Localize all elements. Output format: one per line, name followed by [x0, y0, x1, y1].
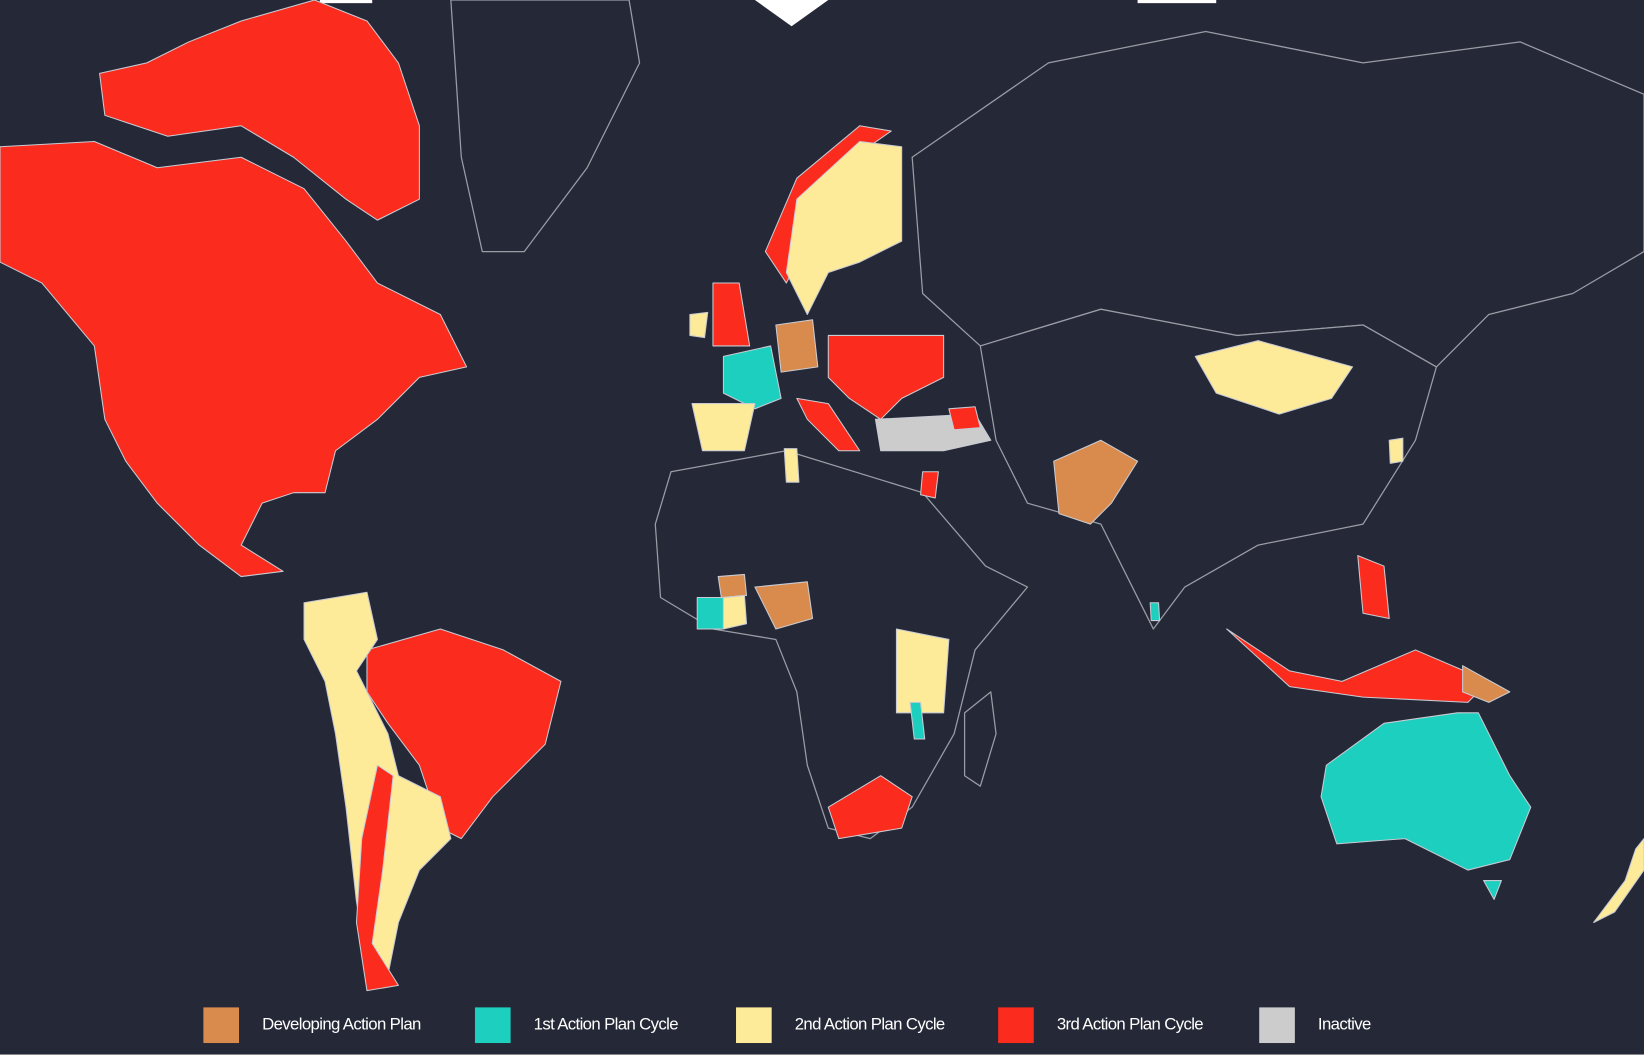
- top-tab: [319, 0, 373, 4]
- legend-swatch: [474, 1007, 511, 1044]
- legend-label: 3rd Action Plan Cycle: [1057, 1015, 1203, 1034]
- legend-swatch: [736, 1007, 772, 1044]
- south-korea: [1388, 437, 1404, 464]
- georgia: [948, 406, 981, 431]
- tunisia: [783, 448, 800, 483]
- jordan: [920, 471, 939, 499]
- nigeria: [754, 581, 814, 630]
- legend-label: Developing Action Plan: [262, 1015, 421, 1034]
- legend-swatch: [203, 1007, 240, 1044]
- burkina-faso: [717, 573, 748, 599]
- sweden-finland: [785, 140, 903, 316]
- united-kingdom: [712, 282, 751, 347]
- africa: [654, 450, 1029, 840]
- south-africa: [827, 775, 913, 840]
- legend-label: 1st Action Plan Cycle: [534, 1015, 679, 1034]
- legend-label: 2nd Action Plan Cycle: [795, 1015, 945, 1034]
- chile: [355, 764, 399, 992]
- papua-new-guinea: [1462, 665, 1511, 703]
- australia: [1320, 712, 1532, 871]
- legend-swatch: [1259, 1007, 1295, 1044]
- top-pointer: [754, 0, 829, 27]
- mongolia: [1194, 340, 1354, 415]
- ireland: [689, 311, 709, 339]
- legend-label: Inactive: [1318, 1015, 1371, 1034]
- top-tab: [1137, 0, 1217, 4]
- arctic-islands: [99, 0, 420, 221]
- greenland: [450, 0, 641, 253]
- spain: [691, 403, 756, 452]
- philippines: [1357, 555, 1390, 620]
- tasmania: [1483, 880, 1502, 900]
- legend: Developing Action Plan 1st Action Plan Cy…: [203, 1007, 1372, 1044]
- kenya-tanzania: [895, 628, 950, 714]
- madagascar: [963, 691, 997, 787]
- eastern-europe: [827, 334, 945, 420]
- germany: [775, 319, 819, 373]
- new-zealand: [1593, 838, 1644, 924]
- ghana: [722, 594, 748, 630]
- cote-divoire: [696, 596, 724, 630]
- malawi: [909, 701, 926, 740]
- brazil: [366, 628, 562, 840]
- north-america: [0, 140, 468, 578]
- italy: [796, 397, 861, 452]
- afghanistan-pakistan: [1053, 439, 1139, 525]
- france: [722, 345, 782, 410]
- sri-lanka: [1149, 602, 1161, 622]
- legend-swatch: [998, 1007, 1034, 1044]
